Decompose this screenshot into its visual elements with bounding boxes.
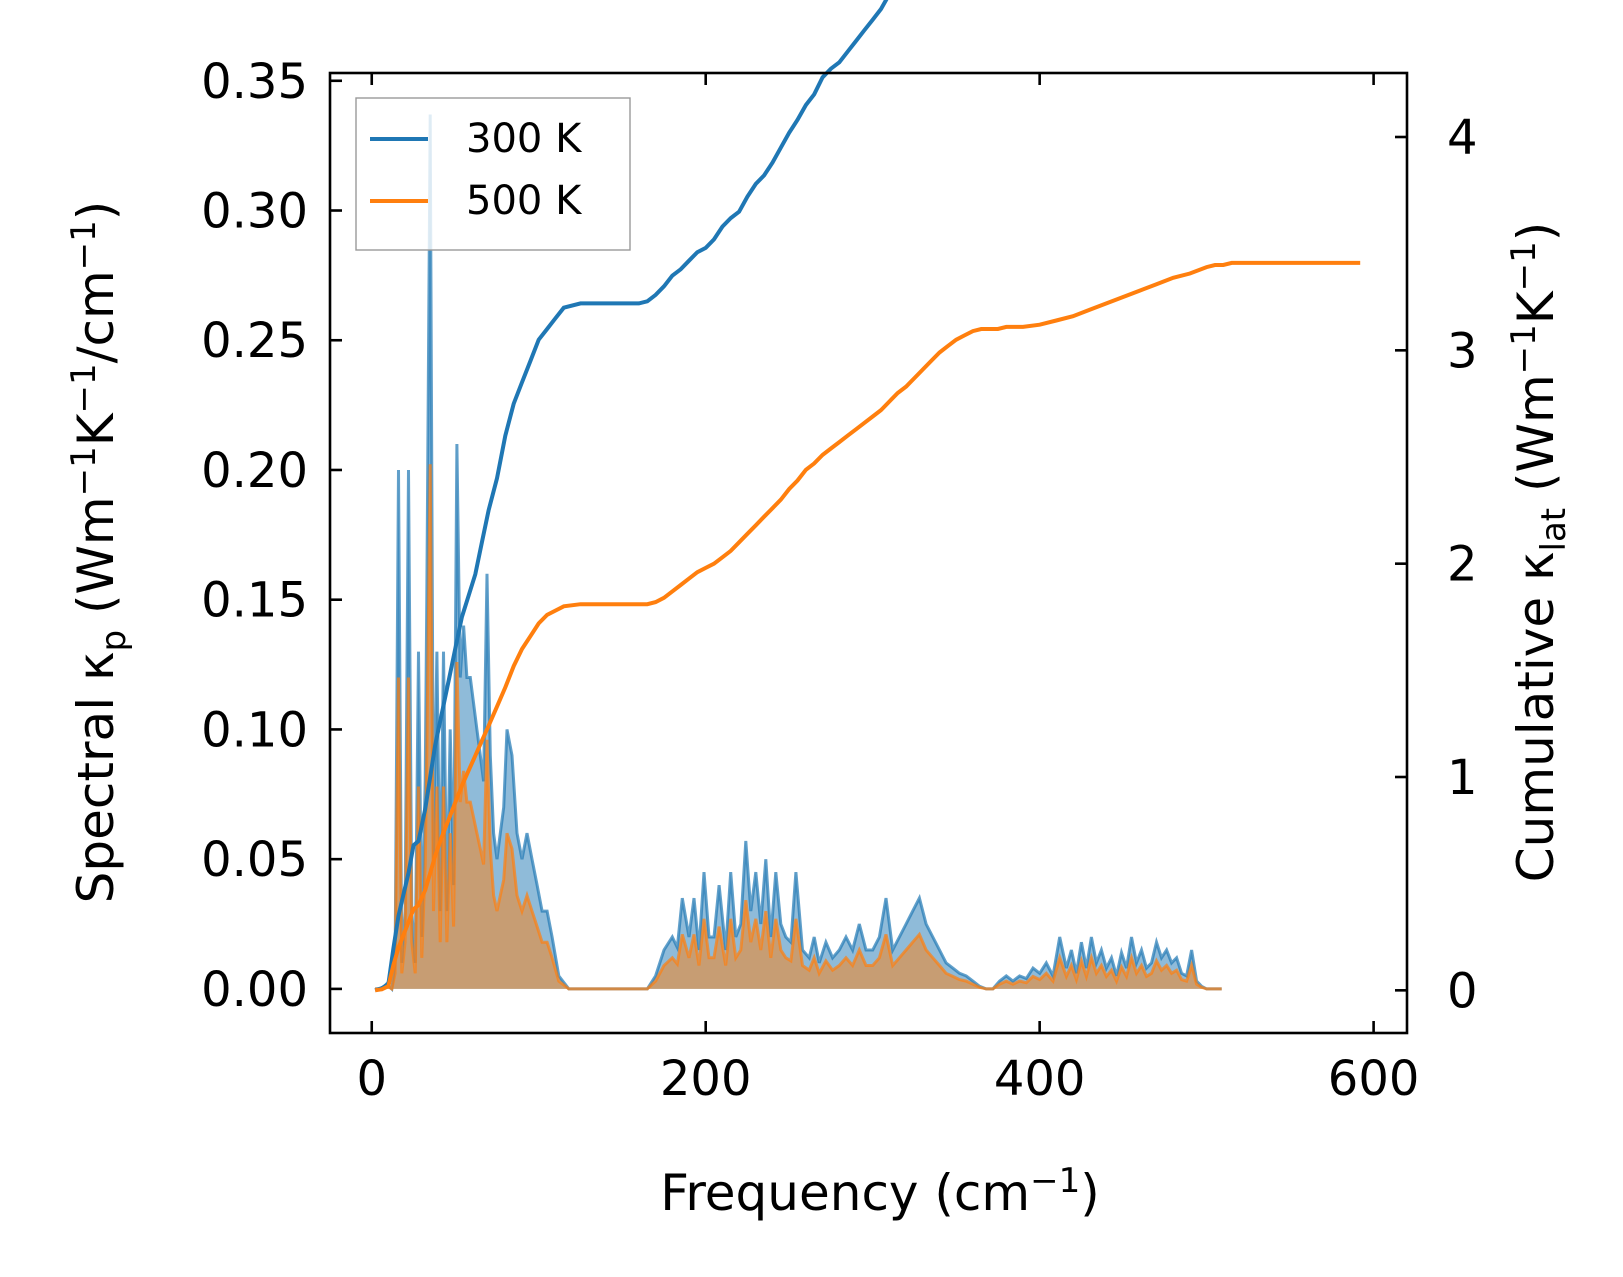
y-axis-right-label: Cumulative κlat (Wm−1K−1) (1504, 222, 1574, 882)
y-tick-label-right: 2 (1447, 537, 1478, 593)
x-tick-label: 200 (660, 1051, 752, 1107)
y-tick-label-right: 4 (1447, 110, 1478, 166)
legend: 300 K 500 K (355, 97, 631, 251)
y-tick-label-left: 0.20 (201, 443, 308, 499)
spectral-area-500k (375, 464, 1222, 989)
x-tick-label: 400 (994, 1051, 1086, 1107)
y-tick-label-left: 0.00 (201, 962, 308, 1018)
axis-ticks: 0 200 400 600 0.00 0.05 0.10 0.15 0.20 0.25 0.30 0.… (201, 54, 1477, 1107)
x-tick-label: 0 (356, 1051, 387, 1107)
y-tick-label-left: 0.25 (201, 313, 308, 369)
legend-label-500k: 500 K (466, 178, 583, 224)
y-tick-label-right: 1 (1447, 750, 1478, 806)
y-axis-left-label: Spectral κp (Wm−1K−1/cm−1) (64, 201, 134, 904)
y-tick-label-left: 0.05 (201, 832, 308, 888)
y-tick-label-left: 0.35 (201, 54, 308, 110)
x-axis-label: Frequency (cm−1) (660, 1161, 1100, 1222)
plot-area (374, 0, 1361, 993)
cumulative-line-300k (374, 0, 889, 993)
spectral-line-300k (375, 114, 1222, 993)
y-tick-label-left: 0.15 (201, 573, 308, 629)
cumulative-line-500k (374, 260, 1361, 993)
legend-box (355, 97, 631, 251)
y-tick-label-left: 0.30 (201, 184, 308, 240)
y-tick-label-right: 0 (1447, 963, 1478, 1019)
legend-label-300k: 300 K (466, 116, 583, 162)
x-tick-label: 600 (1328, 1051, 1420, 1107)
y-tick-label-right: 3 (1447, 323, 1478, 379)
plot-frame (328, 71, 1409, 1035)
y-tick-label-left: 0.10 (201, 702, 308, 758)
